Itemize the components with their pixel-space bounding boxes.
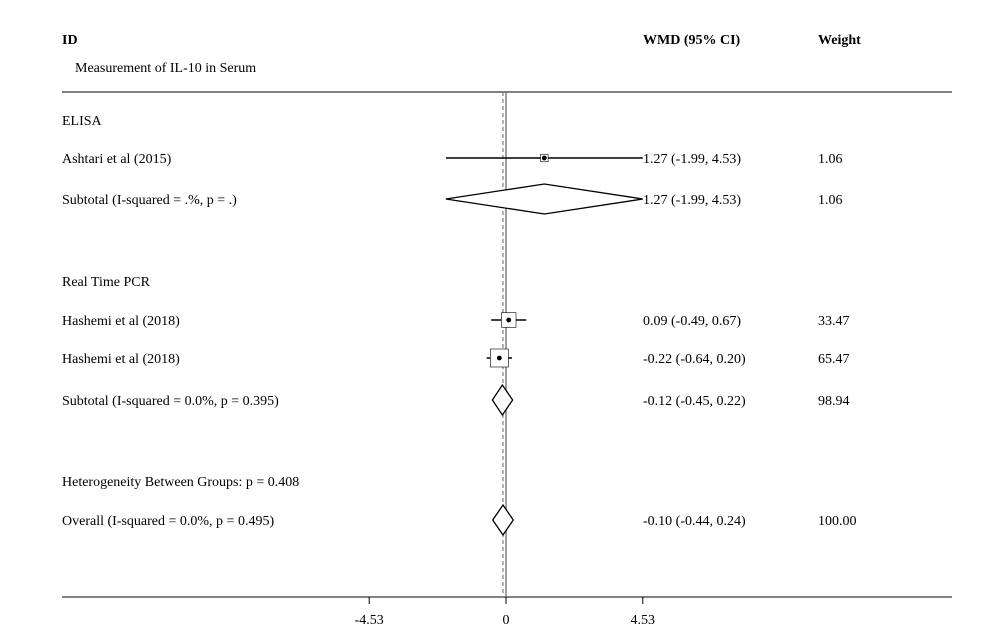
- row-note: Heterogeneity Between Groups: p = 0.408: [62, 475, 299, 490]
- ci-text: 1.27 (-1.99, 4.53): [643, 193, 741, 208]
- weight-text: 1.06: [818, 193, 843, 208]
- ci-text: 0.09 (-0.49, 0.67): [643, 314, 741, 329]
- x-tick-label: 0: [503, 613, 510, 628]
- ci-text: -0.12 (-0.45, 0.22): [643, 394, 746, 409]
- subtotal-diamond: [445, 183, 643, 215]
- plot-subtitle: Measurement of IL-10 in Serum: [75, 61, 256, 76]
- point-estimate: [541, 155, 547, 161]
- ci-text: 1.27 (-1.99, 4.53): [643, 152, 741, 167]
- effect-column-header: WMD (95% CI): [643, 33, 741, 48]
- id-column-header: ID: [62, 33, 78, 48]
- x-tick-label: 4.53: [631, 613, 656, 628]
- row-label: Ashtari et al (2015): [62, 152, 172, 167]
- weight-column-header: Weight: [818, 33, 861, 48]
- row-study: Hashemi et al (2018) 0.09 (-0.49, 0.67) 33…: [62, 312, 850, 329]
- row-study: Hashemi et al (2018) -0.22 (-0.64, 0.20) 6…: [62, 348, 850, 368]
- subtotal-diamond: [491, 383, 514, 417]
- row-label: Heterogeneity Between Groups: p = 0.408: [62, 475, 299, 490]
- weight-text: 65.47: [818, 352, 850, 367]
- row-label: Subtotal (I-squared = .%, p = .): [62, 193, 237, 208]
- row-label: Hashemi et al (2018): [62, 352, 180, 367]
- rows-layer: ELISA Ashtari et al (2015) 1.27 (-1.99, 4.…: [62, 114, 857, 537]
- x-tick-label: -4.53: [355, 613, 384, 628]
- weight-text: 100.00: [818, 514, 857, 529]
- overall-diamond: [491, 503, 515, 537]
- weight-text: 33.47: [818, 314, 850, 329]
- point-estimate: [506, 317, 512, 323]
- row-label: Hashemi et al (2018): [62, 314, 180, 329]
- row-overall: Overall (I-squared = 0.0%, p = 0.495) -0.…: [62, 503, 857, 537]
- row-subtotal: Subtotal (I-squared = 0.0%, p = 0.395) -0…: [62, 383, 850, 417]
- row-group: Real Time PCR: [62, 275, 151, 290]
- row-subtotal: Subtotal (I-squared = .%, p = .) 1.27 (-1…: [62, 183, 843, 215]
- row-group: ELISA: [62, 114, 103, 129]
- ci-text: -0.22 (-0.64, 0.20): [643, 352, 746, 367]
- x-axis-ticks: -4.53 0 4.53: [355, 597, 655, 628]
- ci-text: -0.10 (-0.44, 0.24): [643, 514, 746, 529]
- weight-text: 1.06: [818, 152, 843, 167]
- weight-text: 98.94: [818, 394, 850, 409]
- row-label: Overall (I-squared = 0.0%, p = 0.495): [62, 514, 274, 529]
- row-study: Ashtari et al (2015) 1.27 (-1.99, 4.53) 1.…: [62, 152, 843, 167]
- point-estimate: [496, 355, 502, 361]
- row-label: ELISA: [62, 114, 103, 129]
- row-label: Subtotal (I-squared = 0.0%, p = 0.395): [62, 394, 279, 409]
- row-label: Real Time PCR: [62, 275, 151, 290]
